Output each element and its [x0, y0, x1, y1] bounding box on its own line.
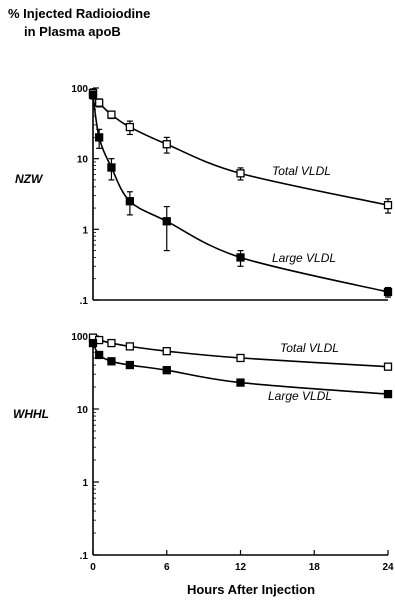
y-tick-label: 1 — [82, 478, 88, 489]
x-tick-label: 0 — [90, 562, 96, 573]
y-axis-title-line2: in Plasma apoB — [24, 24, 121, 39]
panel-label: NZW — [15, 172, 44, 186]
panel-nzw: 100 10 1 .1 NZW Total VLDL Large VLDL — [15, 84, 393, 307]
series-curve — [92, 336, 389, 368]
data-point-open — [107, 338, 116, 348]
data-point-open — [162, 347, 171, 356]
data-point-open — [383, 200, 393, 210]
y-tick-label: 100 — [71, 332, 88, 343]
y-tick-label: .1 — [80, 551, 89, 562]
y-tick-label: .1 — [80, 296, 89, 307]
series-label: Total VLDL — [272, 164, 331, 178]
x-axis-title: Hours After Injection — [187, 582, 315, 597]
data-point-filled — [125, 360, 135, 370]
data-point-filled — [162, 217, 171, 226]
y-tick-label: 100 — [71, 84, 88, 95]
x-tick-label: 18 — [309, 562, 321, 573]
series-large-vldl: Large VLDL — [88, 338, 393, 403]
data-point-open — [162, 140, 171, 149]
x-tick-label: 6 — [164, 562, 170, 573]
data-point-filled — [94, 133, 104, 142]
data-point-filled — [236, 378, 245, 387]
x-tick-label: 12 — [235, 562, 247, 573]
series-total-vldl: Total VLDL — [88, 333, 393, 371]
x-tick-label: 24 — [382, 562, 394, 573]
series-curve — [92, 92, 389, 206]
data-point-open — [236, 169, 245, 178]
data-point-open — [107, 110, 116, 119]
data-point-filled — [383, 389, 393, 399]
y-tick-label: 1 — [82, 225, 88, 236]
data-point-filled — [107, 163, 116, 172]
series-label: Large VLDL — [268, 389, 332, 403]
y-axis-title-line1: % Injected Radioiodine — [8, 6, 150, 21]
data-point-filled — [107, 357, 116, 366]
data-point-open — [94, 98, 104, 107]
data-point-filled — [236, 253, 245, 262]
panel-label: WHHL — [13, 407, 49, 421]
series-label: Total VLDL — [280, 341, 339, 355]
data-point-open — [236, 353, 245, 363]
data-point-filled — [125, 197, 135, 206]
data-point-filled — [162, 366, 171, 375]
data-point-filled — [94, 350, 104, 360]
panel-whhl: 100 10 1 .10 6 12 18 24 WHHL Total VLDL Large VLDL — [13, 332, 394, 573]
data-point-open — [125, 342, 135, 351]
data-point-open — [125, 122, 135, 132]
data-point-filled — [88, 90, 98, 99]
series-large-vldl: Large VLDL — [88, 90, 393, 298]
y-tick-label: 10 — [77, 405, 89, 416]
series-label: Large VLDL — [272, 251, 336, 265]
data-point-filled — [88, 338, 98, 348]
data-point-filled — [383, 287, 393, 297]
data-point-open — [383, 362, 393, 371]
series-total-vldl: Total VLDL — [88, 88, 393, 214]
y-tick-label: 10 — [77, 155, 89, 166]
